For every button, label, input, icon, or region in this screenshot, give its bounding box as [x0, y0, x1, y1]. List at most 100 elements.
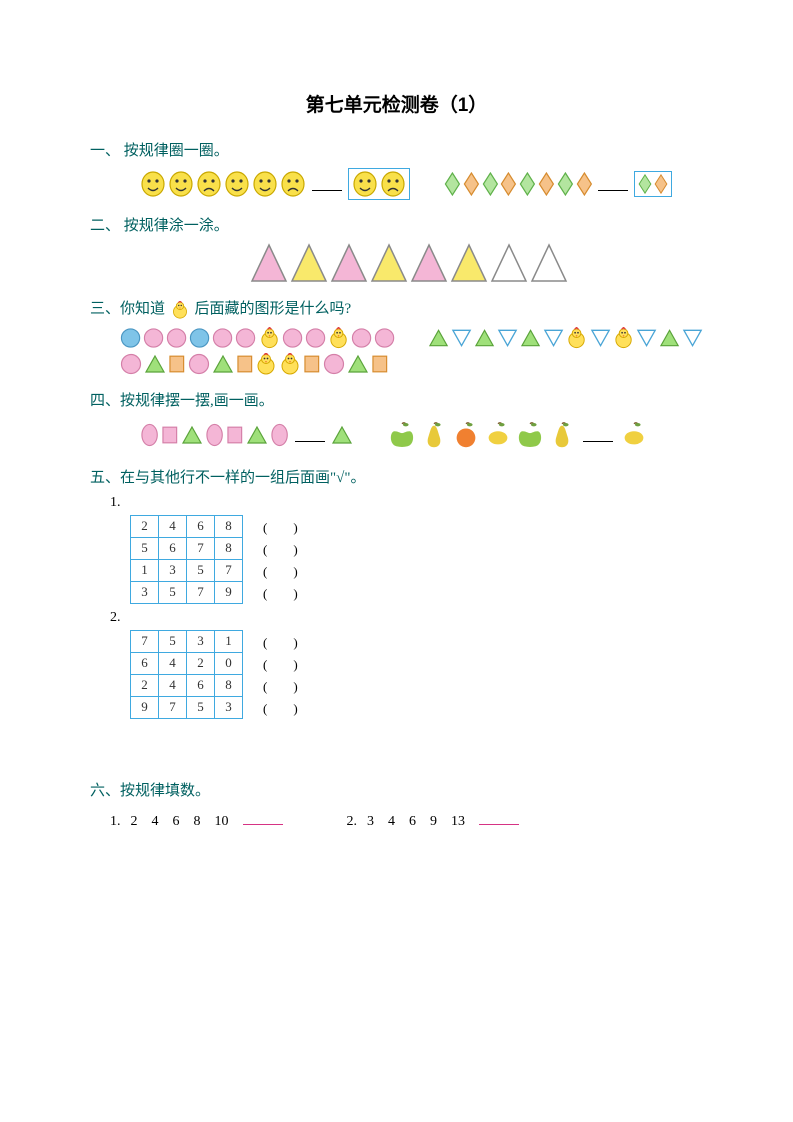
q2-row [250, 243, 703, 283]
table-row: 1357 [131, 559, 243, 581]
table-row: 6420 [131, 652, 243, 674]
triangle-icon [410, 243, 448, 283]
rectangle-icon [371, 353, 389, 375]
diamond-icon [500, 172, 517, 196]
smile-face-icon [352, 171, 378, 197]
circle-icon [188, 353, 210, 375]
table-row: 2468 [131, 674, 243, 696]
table-cell: 0 [215, 652, 243, 674]
table-cell: 4 [159, 652, 187, 674]
triangle-up-icon [212, 353, 234, 375]
circle-icon [189, 327, 210, 349]
apple-icon [515, 418, 545, 452]
triangle-up-icon [246, 424, 268, 446]
table-row: 7531 [131, 630, 243, 652]
smile-face-icon [252, 171, 278, 197]
lemon-icon [619, 418, 649, 452]
triangle-down-icon [682, 327, 703, 349]
q3-heading: 三、你知道 后面藏的图形是什么吗? [90, 297, 703, 319]
q5-sub1: 1. [110, 495, 703, 511]
diamond-icon [519, 172, 536, 196]
blank-line [312, 177, 342, 191]
q2-heading: 二、 按规律涂一涂。 [90, 214, 703, 235]
smile-face-icon [140, 171, 166, 197]
oval-icon [140, 423, 159, 447]
table-row: 5678 [131, 537, 243, 559]
chick-icon [566, 327, 587, 349]
blank-line [479, 811, 519, 825]
rectangle-icon [236, 353, 254, 375]
circle-icon [212, 327, 233, 349]
blank-line [243, 811, 283, 825]
circle-icon [166, 327, 187, 349]
oval-icon [205, 423, 224, 447]
table-cell: 6 [159, 537, 187, 559]
q5-sub2: 2. [110, 610, 703, 626]
triangle-icon [250, 243, 288, 283]
table-cell: 2 [187, 652, 215, 674]
q6-row: 1. 2 4 6 8 10 2. 3 4 6 9 13 [110, 810, 703, 830]
triangle-up-icon [331, 424, 353, 446]
table-cell: 5 [187, 559, 215, 581]
oval-icon [270, 423, 289, 447]
triangle-up-icon [428, 327, 449, 349]
diamond-icon [444, 172, 461, 196]
table-cell: 1 [131, 559, 159, 581]
page-title: 第七单元检测卷（1） [90, 90, 703, 117]
q4-heading: 四、按规律摆一摆,画一画。 [90, 389, 703, 410]
triangle-up-icon [181, 424, 203, 446]
smile-face-icon [224, 171, 250, 197]
answer-box [348, 168, 410, 200]
table-cell: 7 [131, 630, 159, 652]
pear-icon [419, 418, 449, 452]
table-cell: 8 [215, 537, 243, 559]
q5-t2-parens: ( )( )( )( ) [263, 630, 298, 717]
circle-icon [282, 327, 303, 349]
triangle-up-icon [347, 353, 369, 375]
table-row: 2468 [131, 515, 243, 537]
triangle-icon [530, 243, 568, 283]
table-row: 9753 [131, 696, 243, 718]
table-cell: 4 [159, 674, 187, 696]
q3-row1 [120, 327, 703, 349]
table-row: 3579 [131, 581, 243, 603]
q3-row2 [120, 353, 703, 375]
table-cell: 3 [159, 559, 187, 581]
table-cell: 7 [215, 559, 243, 581]
triangle-down-icon [590, 327, 611, 349]
table-cell: 6 [187, 674, 215, 696]
q1-heading: 一、 按规律圈一圈。 [90, 139, 703, 160]
sad-face-icon [380, 171, 406, 197]
q6-item2: 2. 3 4 6 9 13 [347, 810, 524, 830]
smile-face-icon [168, 171, 194, 197]
circle-icon [235, 327, 256, 349]
rectangle-icon [226, 424, 244, 446]
chick-icon [259, 327, 280, 349]
triangle-icon [450, 243, 488, 283]
q6-item1: 1. 2 4 6 8 10 [110, 810, 287, 830]
table-cell: 6 [187, 515, 215, 537]
paren-blank: ( ) [263, 583, 298, 602]
triangle-icon [490, 243, 528, 283]
paren-blank: ( ) [263, 539, 298, 558]
table-cell: 4 [159, 515, 187, 537]
q5-table2-wrap: 7531642024689753 ( )( )( )( ) [90, 630, 703, 719]
table-cell: 8 [215, 515, 243, 537]
triangle-up-icon [659, 327, 680, 349]
table-cell: 5 [159, 581, 187, 603]
rectangle-icon [161, 424, 179, 446]
worksheet-page: 第七单元检测卷（1） 一、 按规律圈一圈。 [0, 0, 793, 870]
blank-line [295, 428, 325, 442]
table-cell: 7 [159, 696, 187, 718]
q6-item2-nums: 3 4 6 9 13 [367, 810, 465, 830]
diamond-icon [538, 172, 555, 196]
diamond-icon [557, 172, 574, 196]
table-cell: 3 [215, 696, 243, 718]
paren-blank: ( ) [263, 561, 298, 580]
q5-table1-wrap: 2468567813573579 ( )( )( )( ) [90, 515, 703, 604]
diamond-icon [654, 174, 668, 194]
triangle-down-icon [451, 327, 472, 349]
chick-icon [613, 327, 634, 349]
paren-blank: ( ) [263, 632, 298, 651]
q6-heading: 六、按规律填数。 [90, 779, 703, 800]
